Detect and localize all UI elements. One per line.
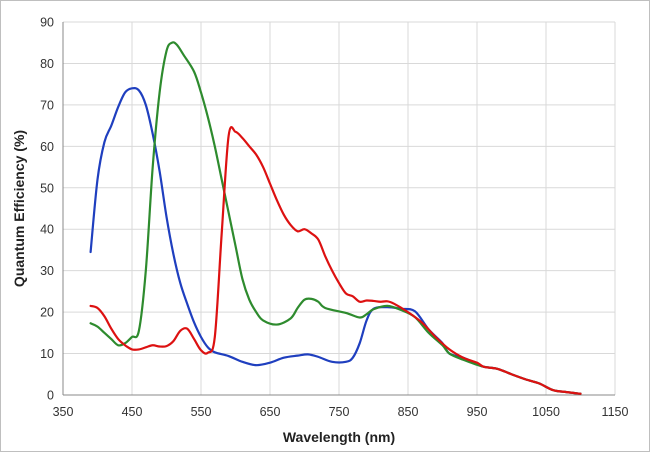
y-axis-title: Quantum Efficiency (%) (11, 130, 27, 287)
tick-labels: 0 10 20 30 40 50 60 70 80 90 350 450 550 650 750 850 950… (40, 16, 628, 420)
x-tick-label: 1150 (602, 405, 629, 419)
series-line-3 (89, 126, 582, 395)
series-line-1 (89, 86, 582, 395)
axes (62, 22, 615, 396)
x-tick-label: 850 (398, 405, 419, 419)
y-tick-label: 50 (40, 181, 54, 195)
y-tick-label: 70 (40, 98, 54, 112)
x-tick-label: 750 (329, 405, 350, 419)
y-tick-label: 20 (40, 306, 54, 320)
y-tick-label: 90 (40, 16, 54, 30)
y-tick-label: 40 (40, 223, 54, 237)
series-lines (89, 41, 582, 395)
y-tick-label: 10 (40, 347, 54, 361)
x-tick-label: 650 (260, 405, 281, 419)
x-tick-label: 350 (53, 405, 74, 419)
y-tick-label: 60 (40, 140, 54, 154)
x-tick-label: 1050 (532, 405, 560, 419)
y-tick-label: 0 (47, 389, 54, 403)
y-tick-label: 30 (40, 264, 54, 278)
x-tick-label: 950 (467, 405, 488, 419)
x-tick-label: 450 (122, 405, 143, 419)
x-axis-title: Wavelength (nm) (283, 429, 395, 445)
series-line-2 (89, 41, 582, 395)
gridlines (62, 21, 616, 396)
y-tick-label: 80 (40, 57, 54, 71)
x-tick-label: 550 (191, 405, 212, 419)
